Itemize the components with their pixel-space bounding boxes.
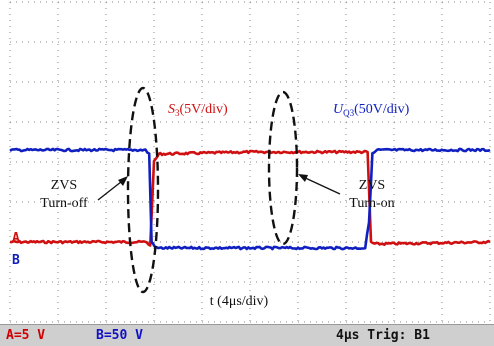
- annotation-zvs-left: ZVS: [51, 178, 77, 193]
- series-label-s3: S3(5V/div): [168, 102, 228, 118]
- trace-layer: [9, 147, 491, 251]
- annotation-layer: S3(5V/div) UQ3(50V/div) ZVS Turn-off ZVS…: [12, 86, 410, 309]
- annotation-turn-off: Turn-off: [40, 196, 88, 211]
- channel-b-scale: B=50 V: [96, 328, 143, 343]
- series-line-a: [9, 149, 491, 247]
- x-axis-label: t (4μs/div): [210, 294, 269, 309]
- status-bar: A=5 V B=50 V 4μs Trig: B1: [0, 324, 494, 346]
- arrow-turn-on: [300, 175, 341, 195]
- zvs-turn-on-ellipse: [267, 90, 299, 246]
- annotation-turn-on: Turn-on: [349, 196, 394, 211]
- plot-grid: [9, 1, 491, 323]
- timebase-trigger: 4μs Trig: B1: [336, 328, 430, 343]
- arrowhead-turn-off: [118, 176, 128, 186]
- channel-marker-b: B: [12, 253, 20, 268]
- zvs-turn-off-ellipse: [126, 86, 160, 294]
- series-label-uq3: UQ3(50V/div): [333, 102, 410, 118]
- arrowhead-turn-on: [298, 174, 308, 182]
- series-line-b: [9, 147, 491, 251]
- channel-marker-a: A: [12, 231, 20, 246]
- annotation-zvs-right: ZVS: [359, 178, 385, 193]
- channel-a-scale: A=5 V: [6, 328, 46, 343]
